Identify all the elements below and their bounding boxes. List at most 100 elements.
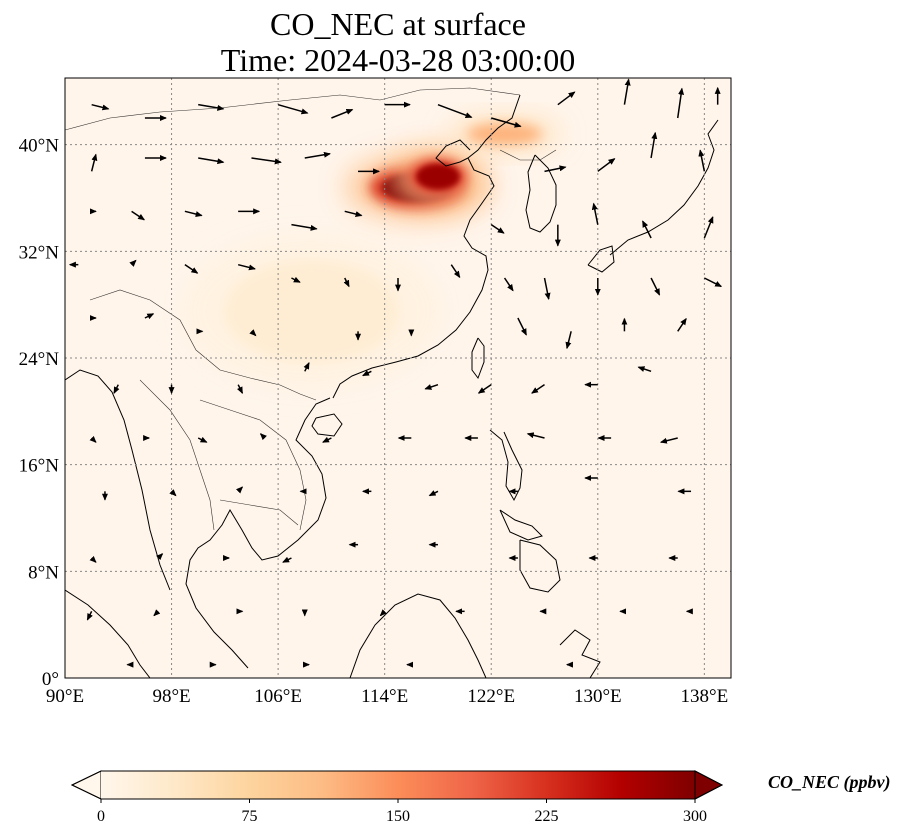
wind-arrow <box>379 609 387 617</box>
wind-arrow <box>251 157 282 165</box>
lon-tick-label: 90°E <box>46 686 84 707</box>
wind-arrow <box>129 259 137 267</box>
colorbar-label: CO_NEC (ppbv) <box>768 772 891 793</box>
wind-arrow <box>477 384 492 394</box>
wind-arrow <box>282 556 292 563</box>
wind-arrow <box>531 384 545 394</box>
colorbar-tick-label: 0 <box>97 808 105 825</box>
border-myanmar-thailand <box>139 379 215 531</box>
colorbar: 0 75 150 225 300 CO_NEC (ppbv) <box>70 770 891 825</box>
wind-arrow <box>698 149 706 172</box>
coastline-china-east <box>332 94 521 399</box>
border-korea-north <box>499 149 557 161</box>
wind-arrow <box>544 165 567 173</box>
wind-arrow <box>437 103 473 118</box>
colorbar-tick-label: 300 <box>683 808 707 825</box>
lat-tick-label: 16°N <box>19 456 60 477</box>
wind-arrow <box>144 313 155 320</box>
wind-arrow <box>703 216 714 239</box>
wind-arrow <box>184 210 203 217</box>
coastline-sumatra <box>65 589 151 678</box>
wind-arrow <box>490 224 505 234</box>
coastline-bay-of-bengal <box>65 369 171 591</box>
wind-arrow <box>526 432 545 439</box>
plume-south-china-haze <box>224 260 398 363</box>
wind-arrow <box>424 383 439 390</box>
coastline-korea <box>525 154 557 233</box>
wind-arrow <box>236 384 244 394</box>
coastline-borneo <box>349 593 487 678</box>
wind-arrow <box>169 489 177 497</box>
wind-arrow <box>91 103 110 111</box>
lat-tick-label: 8°N <box>28 562 59 583</box>
wind-arrow <box>676 87 685 119</box>
wind-arrow <box>303 362 310 372</box>
wind-arrow <box>659 437 678 444</box>
concentration-field <box>181 118 561 388</box>
wind-arrow <box>304 151 331 159</box>
wind-vectors <box>68 78 723 668</box>
colorbar-tick-label: 75 <box>242 808 258 825</box>
wind-arrow <box>198 103 225 111</box>
coastline-hainan <box>311 413 343 437</box>
plume-liaoning-band <box>467 123 542 145</box>
border-china-south <box>89 289 317 401</box>
wind-arrow <box>235 486 244 494</box>
wind-arrow <box>362 370 372 377</box>
coastline-philippines-mindanao <box>519 539 561 593</box>
wind-arrow <box>153 609 161 617</box>
wind-arrow <box>113 384 120 394</box>
border-china-mongolia <box>65 87 521 131</box>
colorbar-bar <box>101 771 695 799</box>
lon-tick-label: 138°E <box>681 686 729 707</box>
coastline-japan-honshu <box>609 119 719 256</box>
wind-arrow <box>677 317 687 332</box>
wind-arrow <box>650 131 658 159</box>
map-plot-area <box>65 78 731 678</box>
wind-arrow <box>198 157 225 165</box>
wind-arrow <box>131 210 146 221</box>
wind-arrow <box>503 277 514 292</box>
coastline-taiwan <box>471 337 485 380</box>
wind-arrow <box>650 277 661 296</box>
wind-arrow <box>704 277 723 288</box>
lon-tick-label: 98°E <box>152 686 190 707</box>
colorbar-extend-max <box>694 770 724 800</box>
wind-arrow <box>249 329 257 337</box>
wind-arrow <box>343 277 350 288</box>
wind-arrow <box>291 276 301 283</box>
wind-arrow <box>597 158 616 172</box>
wind-arrow <box>491 117 522 128</box>
wind-arrow <box>89 555 97 563</box>
wind-arrow <box>89 435 97 443</box>
wind-arrow <box>591 202 599 225</box>
wind-arrow <box>642 220 652 239</box>
coastline-indochina <box>185 397 331 669</box>
coastline-bohai <box>435 139 471 167</box>
wind-arrow <box>322 436 332 443</box>
border-cambodia <box>219 499 299 526</box>
lat-tick-label: 24°N <box>19 349 60 370</box>
country-borders <box>65 87 557 531</box>
coastline-japan-kyushu <box>587 245 615 273</box>
map-title: CO_NEC at surface <box>270 6 526 42</box>
colorbar-extend-min <box>70 770 102 800</box>
lon-tick-label: 130°E <box>574 686 622 707</box>
lon-tick-label: 106°E <box>254 686 302 707</box>
wind-arrow <box>90 153 98 172</box>
map-time: Time: 2024-03-28 03:00:00 <box>220 42 576 78</box>
wind-arrow <box>237 263 256 271</box>
coastline-sulawesi <box>559 629 601 678</box>
wind-arrow <box>517 317 527 336</box>
graticule <box>65 78 731 678</box>
latitude-axis: 0° 8°N 16°N 24°N 32°N 40°N <box>19 136 60 690</box>
coastlines <box>65 94 719 678</box>
colorbar-ticks: 0 75 150 225 300 <box>97 799 707 825</box>
lon-tick-label: 114°E <box>361 686 408 707</box>
colorbar-tick-label: 150 <box>386 808 410 825</box>
wind-arrow <box>557 91 576 106</box>
wind-arrow <box>197 436 208 443</box>
border-laos-vietnam <box>199 399 307 531</box>
wind-arrow <box>184 264 199 274</box>
